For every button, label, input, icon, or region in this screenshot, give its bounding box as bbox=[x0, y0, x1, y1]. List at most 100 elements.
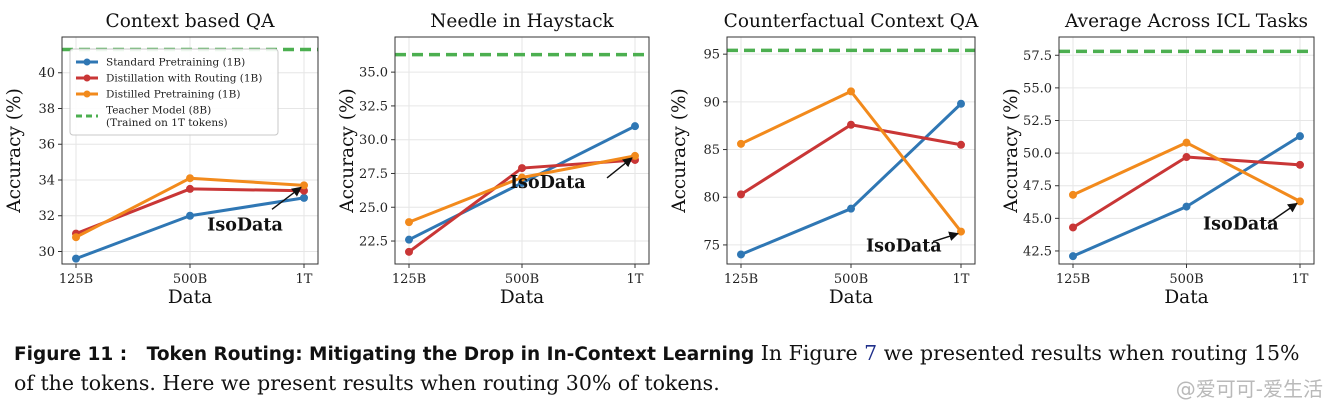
x-axis-label: Data bbox=[168, 287, 212, 308]
data-point bbox=[1296, 197, 1304, 206]
y-tick-label: 42.5 bbox=[1023, 244, 1052, 259]
data-point bbox=[518, 173, 526, 182]
y-tick-label: 34 bbox=[38, 173, 55, 188]
data-point bbox=[1182, 138, 1191, 147]
data-point bbox=[405, 247, 413, 256]
data-point bbox=[957, 140, 965, 149]
data-point bbox=[957, 227, 965, 236]
y-tick-label: 50.0 bbox=[1023, 147, 1052, 162]
y-tick-label: 35.0 bbox=[359, 66, 388, 81]
annotation-arrow bbox=[271, 186, 302, 210]
chart-title: Context based QA bbox=[106, 11, 276, 32]
data-point bbox=[1296, 160, 1304, 169]
y-tick-label: 32 bbox=[38, 209, 55, 224]
annotation-arrow bbox=[932, 231, 959, 243]
y-tick-label: 25.0 bbox=[359, 201, 388, 216]
y-tick-label: 22.5 bbox=[359, 235, 388, 250]
caption-label: Figure 11 : bbox=[14, 344, 128, 365]
data-point bbox=[957, 99, 965, 108]
caption-title: Token Routing: Mitigating the Drop in In… bbox=[146, 344, 755, 365]
chart-panel-2: 22.5 25.0 27.5 30.0 32.5 35.0 125B 500B 1T Needle… bbox=[337, 11, 650, 308]
y-tick-label: 80 bbox=[703, 191, 720, 206]
legend-swatch-marker bbox=[83, 58, 91, 66]
x-axis-label: Data bbox=[829, 287, 873, 308]
annotation-arrow bbox=[606, 157, 633, 179]
caption-text-after-ref: we presented results when routing 15% of… bbox=[14, 341, 1300, 395]
charts-svg: 30 32 34 36 38 40 125B 500B 1T Context based QA Da… bbox=[4, 11, 1315, 308]
y-tick-label: 85 bbox=[703, 143, 720, 158]
data-point bbox=[518, 164, 526, 173]
y-tick-label: 75 bbox=[703, 238, 720, 253]
chart-panel-4: 42.5 45.0 47.5 50.0 52.5 55.0 57.5 125B 500B 1T Av… bbox=[1001, 11, 1315, 308]
x-tick-label: 500B bbox=[173, 272, 207, 287]
figure-caption: Figure 11 : Token Routing: Mitigating th… bbox=[14, 339, 1324, 398]
data-point bbox=[186, 174, 194, 183]
x-tick-label: 500B bbox=[505, 272, 539, 287]
legend-swatch-marker bbox=[83, 74, 91, 82]
data-point bbox=[72, 233, 80, 242]
legend-box bbox=[69, 48, 279, 136]
y-tick-label: 36 bbox=[38, 138, 55, 153]
data-point bbox=[737, 250, 745, 259]
y-tick-label: 45.0 bbox=[1023, 212, 1052, 227]
x-tick-label: 500B bbox=[834, 272, 868, 287]
data-point bbox=[186, 184, 194, 193]
data-point bbox=[405, 235, 413, 244]
x-tick-label: 125B bbox=[724, 272, 758, 287]
y-tick-label: 57.5 bbox=[1023, 49, 1052, 64]
legend-entry: Standard Pretraining (1B) bbox=[106, 57, 245, 69]
y-axis-label: Accuracy (%) bbox=[669, 88, 690, 214]
data-point bbox=[1069, 190, 1077, 199]
y-axis-label: Accuracy (%) bbox=[1001, 88, 1022, 214]
data-point bbox=[1069, 252, 1077, 261]
x-tick-label: 125B bbox=[59, 272, 93, 287]
x-tick-label: 125B bbox=[392, 272, 426, 287]
data-point bbox=[300, 181, 308, 190]
x-tick-label: 1T bbox=[296, 272, 313, 287]
annotation-label: IsoData bbox=[207, 215, 283, 235]
data-point bbox=[737, 190, 745, 199]
watermark: @爱可可-爱生活 bbox=[1175, 377, 1323, 401]
y-tick-label: 55.0 bbox=[1023, 81, 1052, 96]
chart-panel-3: 75 80 85 90 95 125B 500B 1T Counterfactual Conte… bbox=[669, 11, 979, 308]
y-tick-label: 30.0 bbox=[359, 133, 388, 148]
data-point bbox=[300, 193, 308, 202]
data-point bbox=[1182, 153, 1191, 162]
data-point bbox=[737, 139, 745, 148]
y-axis-label: Accuracy (%) bbox=[337, 88, 358, 214]
annotation-label: IsoData bbox=[866, 237, 942, 257]
x-tick-label: 500B bbox=[1169, 272, 1203, 287]
x-axis-label: Data bbox=[500, 287, 544, 308]
y-tick-label: 47.5 bbox=[1023, 179, 1052, 194]
legend: Standard Pretraining (1B) Distillation wi… bbox=[69, 48, 279, 136]
chart-title: Needle in Haystack bbox=[430, 11, 614, 32]
data-point bbox=[72, 254, 80, 263]
x-axis-label: Data bbox=[1164, 287, 1208, 308]
data-point bbox=[847, 204, 855, 213]
x-tick-label: 1T bbox=[1292, 272, 1309, 287]
legend-entry: Distillation with Routing (1B) bbox=[106, 73, 262, 85]
caption-text-before-ref: In Figure bbox=[760, 341, 858, 365]
caption-figure-ref-link[interactable]: 7 bbox=[864, 341, 878, 365]
data-point bbox=[847, 120, 855, 129]
chart-title: Average Across ICL Tasks bbox=[1064, 11, 1308, 32]
x-tick-label: 1T bbox=[953, 272, 970, 287]
figure-panels: 30 32 34 36 38 40 125B 500B 1T Context based QA Da… bbox=[4, 11, 1315, 308]
legend-swatch-marker bbox=[83, 90, 91, 98]
annotation-label: IsoData bbox=[1203, 214, 1279, 234]
y-tick-label: 38 bbox=[38, 102, 55, 117]
x-tick-label: 1T bbox=[627, 272, 644, 287]
y-tick-label: 95 bbox=[703, 48, 720, 63]
y-tick-label: 32.5 bbox=[359, 99, 388, 114]
data-point bbox=[631, 151, 639, 160]
data-point bbox=[186, 211, 194, 220]
data-point bbox=[1069, 223, 1077, 232]
y-axis-label: Accuracy (%) bbox=[4, 88, 25, 214]
annotation-arrow bbox=[1267, 202, 1298, 224]
data-point bbox=[631, 122, 639, 131]
data-point bbox=[405, 218, 413, 227]
legend-entry: Teacher Model (8B) bbox=[106, 105, 211, 117]
data-point bbox=[1296, 132, 1304, 141]
chart-title: Counterfactual Context QA bbox=[724, 11, 979, 32]
y-tick-label: 30 bbox=[38, 245, 55, 260]
